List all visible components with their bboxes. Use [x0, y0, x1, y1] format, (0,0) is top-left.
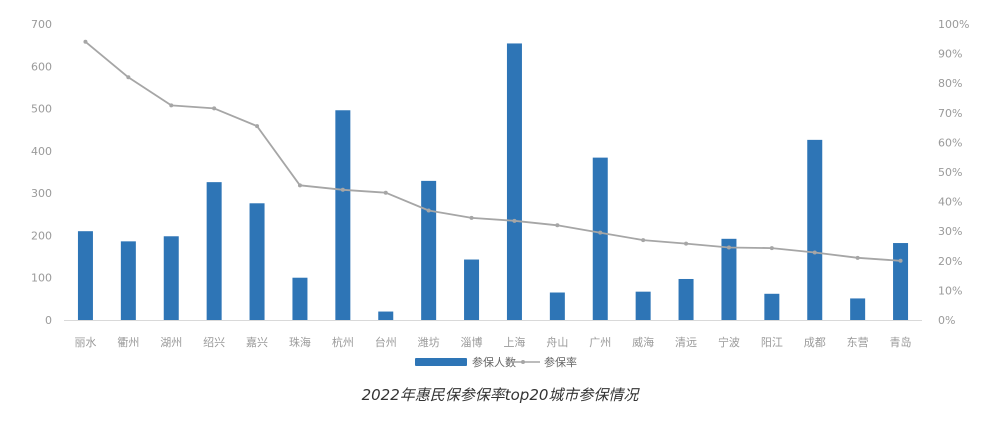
y-right-tick-label: 70%: [938, 107, 962, 120]
y-left-tick-label: 600: [31, 60, 52, 73]
rate-point: [426, 208, 431, 213]
y-left-tick-label: 700: [31, 18, 52, 31]
y-right-tick-label: 100%: [938, 18, 969, 31]
rate-point: [769, 246, 774, 251]
x-tick-label: 威海: [632, 335, 654, 349]
rate-line: [84, 41, 901, 262]
bar: [206, 182, 222, 320]
rate-point: [812, 250, 817, 255]
bar: [807, 139, 823, 320]
x-tick-label: 台州: [375, 335, 397, 349]
rate-point: [598, 230, 603, 235]
bar: [77, 231, 93, 320]
rate-point: [641, 238, 646, 243]
x-tick-label: 嘉兴: [246, 335, 268, 349]
rate-point: [898, 258, 903, 263]
x-tick-label: 上海: [503, 335, 525, 349]
bar: [635, 291, 651, 320]
rate-point: [555, 223, 560, 228]
y-right-tick-label: 30%: [938, 225, 962, 238]
rate-point: [212, 106, 217, 111]
x-tick-label: 阳江: [761, 336, 783, 349]
y-left-tick-label: 100: [31, 272, 52, 285]
y-left-tick-label: 400: [31, 145, 52, 158]
rate-point: [855, 255, 860, 260]
bar: [592, 157, 608, 320]
bar: [893, 243, 909, 320]
y-left-tick-label: 500: [31, 103, 52, 116]
x-tick-label: 绍兴: [203, 335, 225, 349]
rate-point: [726, 245, 731, 250]
rate-point: [126, 75, 131, 80]
x-tick-label: 成都: [804, 336, 826, 349]
x-tick-label: 青岛: [890, 335, 912, 349]
chart-title: 2022年惠民保参保率top20城市参保情况: [362, 386, 641, 404]
rate-point: [340, 187, 345, 192]
bar: [506, 43, 522, 321]
rate-point: [83, 39, 88, 44]
rate-point: [684, 241, 689, 246]
rate-point: [512, 218, 517, 223]
rate-point: [169, 103, 174, 108]
legend: 参保人数 参保率: [415, 355, 577, 369]
bar: [335, 110, 351, 321]
y-right-tick-label: 60%: [938, 136, 962, 149]
bar: [721, 238, 737, 320]
y-right-tick-label: 10%: [938, 284, 962, 297]
x-tick-label: 淄博: [461, 336, 483, 349]
x-tick-label: 东营: [847, 335, 869, 349]
bar: [378, 311, 394, 320]
bar: [292, 277, 308, 320]
x-tick-label: 清远: [675, 336, 697, 349]
bar: [163, 236, 179, 320]
legend-line-label: 参保率: [544, 355, 577, 369]
x-tick-label: 丽水: [74, 336, 96, 349]
x-tick-label: 衢州: [117, 336, 139, 349]
y-left-tick-label: 200: [31, 229, 52, 242]
axes-layer: 0 100 200 300 400 500 600 700 0% 10% 20% 30% 40% 50% 6…: [31, 18, 969, 349]
x-tick-label: 潍坊: [418, 335, 440, 349]
x-tick-label: 杭州: [332, 335, 354, 349]
y-right-tick-label: 50%: [938, 166, 962, 179]
line-layer: [83, 39, 903, 263]
y-right-tick-label: 90%: [938, 48, 962, 61]
bar: [764, 293, 780, 320]
bar: [120, 241, 136, 320]
rate-point: [383, 190, 388, 195]
y-right-tick-label: 40%: [938, 196, 962, 209]
rate-point: [469, 215, 474, 220]
bars-layer: [77, 43, 909, 321]
rate-point: [297, 183, 302, 188]
y-left-tick-label: 300: [31, 187, 52, 200]
x-tick-label: 宁波: [718, 335, 740, 349]
y-left-tick-label: 0: [45, 314, 52, 327]
x-tick-label: 舟山: [546, 335, 568, 349]
legend-line-marker: [521, 360, 525, 364]
x-tick-label: 广州: [589, 336, 611, 349]
bar: [464, 259, 480, 320]
y-right-tick-label: 80%: [938, 77, 962, 90]
bar: [549, 292, 565, 320]
y-right-tick-label: 20%: [938, 255, 962, 268]
legend-bar-swatch: [415, 358, 467, 366]
legend-bar-label: 参保人数: [472, 355, 516, 369]
bar: [249, 203, 265, 320]
bar: [421, 180, 437, 320]
rate-point: [255, 124, 260, 129]
bar: [678, 278, 694, 320]
bar: [850, 298, 866, 320]
x-tick-label: 珠海: [289, 335, 311, 349]
y-right-tick-label: 0%: [938, 314, 955, 327]
x-tick-label: 湖州: [160, 336, 182, 349]
